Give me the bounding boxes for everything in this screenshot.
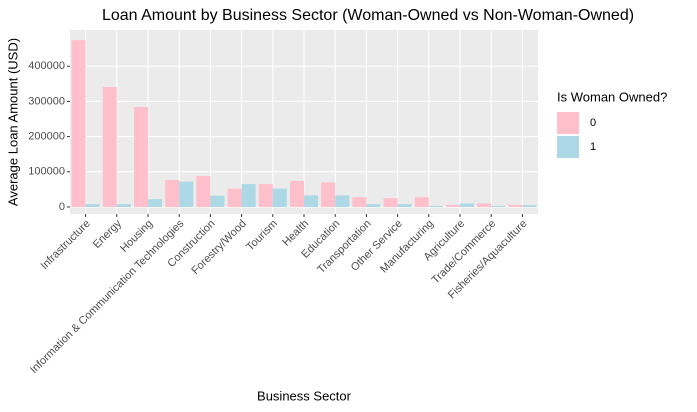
bar [397,204,412,207]
legend-label: 1 [590,141,596,153]
bar [179,181,194,207]
legend-key [557,112,579,134]
bar [102,86,117,207]
bar [272,188,287,207]
bar [491,205,506,207]
bar [258,184,273,207]
bar [210,195,225,207]
legend-key [557,136,579,158]
bar [383,198,398,207]
y-axis-title: Average Loan Amount (USD) [5,38,20,206]
chart-title: Loan Amount by Business Sector (Woman-Ow… [102,7,634,24]
y-tick-label: 400000 [28,60,65,72]
bar [165,179,180,207]
legend-label: 0 [590,117,596,129]
y-tick-label: 100000 [28,166,65,178]
bar [289,180,304,207]
bar [321,182,336,207]
y-tick-label: 300000 [28,95,65,107]
bar [85,204,100,207]
bar [133,107,148,207]
bar [227,188,242,207]
bar [428,205,443,207]
x-tick-label: Forestry/Wood [189,218,248,277]
bar [366,204,381,207]
legend-title: Is Woman Owned? [557,89,667,104]
y-tick-label: 200000 [28,131,65,143]
y-tick-label: 0 [59,201,65,213]
bar [522,205,537,207]
bar [148,199,163,207]
bar [445,204,460,207]
bar [196,176,211,207]
bar [477,203,492,207]
bar [116,204,131,207]
bar [241,184,256,207]
x-tick-label: Tourism [244,218,280,254]
bar [335,195,350,207]
bar [508,204,523,207]
bar [460,203,475,207]
x-axis-title: Business Sector [257,388,352,403]
x-tick-label: Infrastructure [38,218,92,272]
bar [71,40,86,207]
bar [304,195,319,207]
bar [414,197,429,207]
bar [352,197,367,207]
